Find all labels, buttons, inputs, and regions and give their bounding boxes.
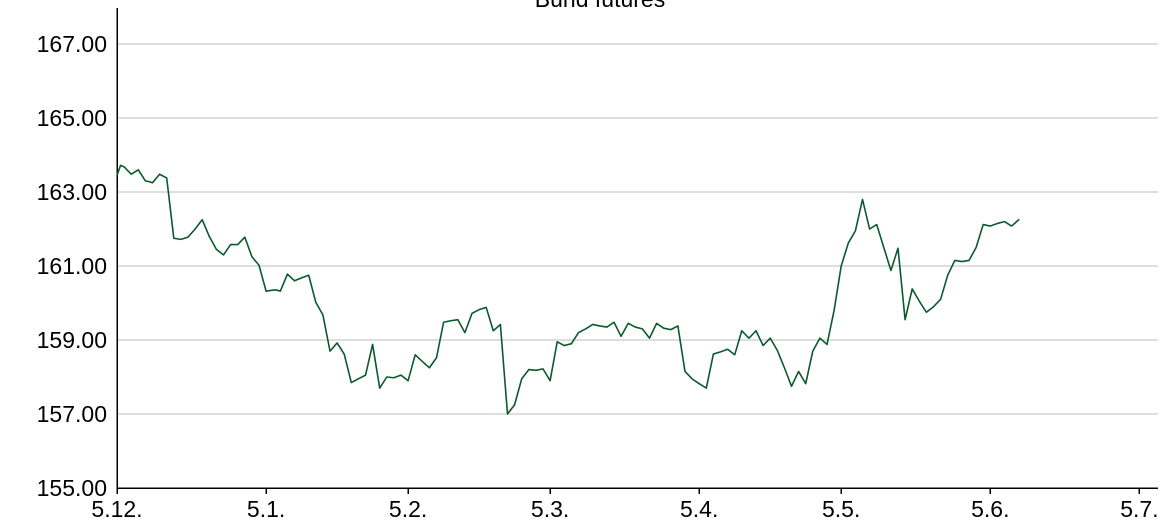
- y-tick-label: 167.00: [37, 31, 107, 57]
- gridlines: [117, 43, 1158, 415]
- x-tick-label: 5.3.: [531, 496, 569, 522]
- x-tick-label: 5.7.: [1120, 496, 1158, 522]
- x-tick-label: 5.2.: [389, 496, 427, 522]
- y-tick-label: 163.00: [37, 179, 107, 205]
- x-tick-label: 5.6.: [971, 496, 1009, 522]
- chart-title: Bund futures: [535, 0, 665, 12]
- series-group: [116, 164, 1020, 415]
- y-tick-label: 155.00: [37, 475, 107, 501]
- y-tick-label: 161.00: [37, 253, 107, 279]
- y-tick-label: 159.00: [37, 327, 107, 353]
- x-tick-label: 5.12.: [91, 496, 142, 522]
- y-tick-label: 157.00: [37, 401, 107, 427]
- y-axis: 155.00 157.00 159.00 161.00 163.00 165.00 167.…: [37, 8, 118, 501]
- series-line: [116, 164, 1020, 415]
- y-tick-label: 165.00: [37, 105, 107, 131]
- x-tick-label: 5.5.: [822, 496, 860, 522]
- x-tick-label: 5.1.: [247, 496, 285, 522]
- x-axis: 5.12. 5.1. 5.2. 5.3. 5.4. 5.5. 5.6. 5.7.: [91, 487, 1159, 522]
- x-tick-label: 5.4.: [680, 496, 718, 522]
